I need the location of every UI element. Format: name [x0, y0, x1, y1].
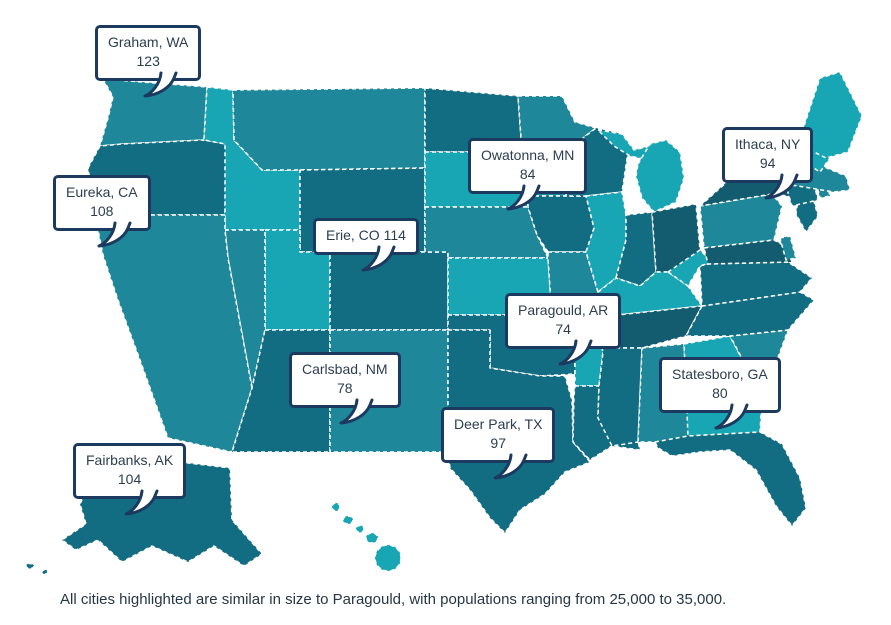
callout-city: Statesboro, GA: [672, 366, 768, 382]
callout-ithaca-ny[interactable]: Ithaca, NY 94: [722, 127, 814, 200]
callout-city: Deer Park, TX: [454, 416, 543, 432]
state-ne[interactable]: [424, 206, 549, 259]
callout-value: 97: [490, 435, 506, 451]
callout-value: 78: [337, 380, 353, 396]
callout-city: Owatonna, MN: [481, 147, 575, 163]
callout-carlsbad-nm[interactable]: Carlsbad, NM 78: [289, 352, 401, 425]
state-wv[interactable]: [667, 249, 713, 287]
callout-city: Erie, CO 114: [326, 227, 406, 243]
callout-city: Fairbanks, AK: [86, 452, 174, 468]
state-mt[interactable]: [232, 87, 426, 171]
callout-pointer-icon: [124, 489, 159, 516]
callout-pointer-icon: [764, 173, 799, 200]
state-pa[interactable]: [699, 193, 783, 249]
callout-pointer-icon: [97, 221, 132, 248]
callout-value: 80: [712, 385, 728, 401]
callout-city: Paragould, AR: [518, 302, 609, 318]
aleutian-islet[interactable]: [41, 569, 49, 575]
callout-deer-park-tx[interactable]: Deer Park, TX 97: [441, 407, 556, 480]
state-ky[interactable]: [597, 271, 703, 317]
callout-fairbanks-ak[interactable]: Fairbanks, AK 104: [73, 443, 187, 516]
callout-eureka-ca[interactable]: Eureka, CA 108: [53, 175, 151, 248]
callout-city: Carlsbad, NM: [302, 361, 388, 377]
callout-pointer-icon: [339, 398, 374, 425]
aleutian-islet[interactable]: [25, 562, 35, 570]
state-ms[interactable]: [597, 347, 643, 447]
callout-value: 84: [519, 166, 536, 182]
callout-pointer-icon: [493, 453, 528, 480]
hawaii-islet[interactable]: [355, 524, 365, 534]
state-fl[interactable]: [654, 431, 807, 527]
callout-statesboro-ga[interactable]: Statesboro, GA 80: [659, 357, 781, 430]
callout-pointer-icon: [143, 71, 178, 98]
hawaii-islet[interactable]: [365, 532, 379, 544]
callout-graham-wa[interactable]: Graham, WA 123: [95, 25, 202, 98]
callout-paragould-ar[interactable]: Paragould, AR 74: [505, 293, 622, 366]
hawaii-big-island[interactable]: [374, 544, 402, 572]
callout-city: Eureka, CA: [66, 184, 138, 200]
hawaii-islet[interactable]: [342, 515, 354, 525]
callout-pointer-icon: [558, 339, 593, 366]
callout-pointer-icon: [506, 184, 541, 211]
callout-erie-co[interactable]: Erie, CO 114: [313, 218, 419, 272]
state-de[interactable]: [779, 235, 797, 261]
state-ct[interactable]: [785, 183, 819, 207]
callout-pointer-icon: [714, 403, 749, 430]
callout-city: Ithaca, NY: [735, 136, 801, 152]
hawaii-islet[interactable]: [331, 502, 341, 512]
callout-value: 123: [136, 53, 160, 69]
callout-value: 74: [555, 321, 571, 337]
figure-caption: All cities highlighted are similar in si…: [60, 591, 727, 608]
callout-value: 108: [90, 203, 114, 219]
state-mi[interactable]: [635, 139, 685, 213]
callout-value: 94: [759, 155, 776, 171]
callout-value: 104: [117, 471, 142, 487]
state-il[interactable]: [585, 191, 627, 293]
callout-city: Graham, WA: [108, 34, 189, 50]
callout-owatonna-mn[interactable]: Owatonna, MN 84: [468, 138, 588, 211]
callout-pointer-icon: [361, 245, 396, 272]
